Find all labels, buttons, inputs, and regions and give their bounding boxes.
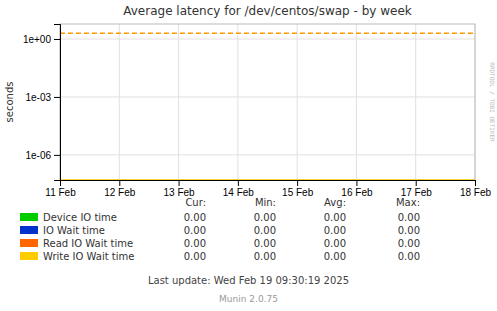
legend-swatch: [20, 213, 38, 221]
legend-value: 0.00: [184, 238, 206, 249]
grid-line-y: [60, 96, 475, 97]
legend-header: Avg:: [324, 197, 346, 208]
x-tick: 15 Feb: [282, 180, 314, 198]
legend-swatch: [20, 226, 38, 234]
legend-value: 0.00: [324, 225, 346, 236]
x-axis: 11 Feb 12 Feb 13 Feb 14 Feb 15 Feb 16 Feb 17 F…: [45, 180, 491, 198]
y-tick-mark: [54, 155, 60, 156]
legend-value: 0.00: [398, 212, 420, 223]
x-tick-label: 12 Feb: [104, 187, 136, 198]
chart: 11 Feb 12 Feb 13 Feb 14 Feb 15 Feb 16 Feb 17 F…: [0, 0, 497, 311]
legend-label: Device IO time: [43, 212, 117, 223]
x-tick-label: 15 Feb: [282, 187, 314, 198]
title: Average latency for /dev/centos/swap - b…: [123, 4, 412, 18]
legend-label: Write IO Wait time: [43, 251, 134, 262]
legend-value: 0.00: [254, 251, 276, 262]
legend: Cur: Min: Avg: Max: Device IO time 0.00 0.00 0.…: [20, 197, 420, 262]
y-tick-mark: [54, 39, 60, 40]
x-tick-mark: [297, 180, 298, 186]
grid-line-x: [119, 24, 120, 180]
x-tick: 17 Feb: [401, 180, 433, 198]
grid-line-x: [297, 24, 298, 180]
y-axis-line: [54, 25, 61, 181]
grid-line-x: [178, 24, 179, 180]
reference-line: [60, 32, 475, 34]
legend-swatch: [20, 239, 38, 247]
x-tick: 11 Feb: [45, 180, 76, 198]
x-tick-mark: [475, 180, 476, 186]
legend-value: 0.00: [398, 251, 420, 262]
legend-label: IO Wait time: [43, 225, 105, 236]
x-tick: 18 Feb: [460, 180, 492, 198]
y-tick: 1e-06: [25, 150, 60, 161]
x-tick-mark: [356, 180, 357, 186]
y-tick-label: 1e+00: [23, 34, 52, 45]
legend-value: 0.00: [398, 238, 420, 249]
x-tick-mark: [119, 180, 120, 186]
grid-line-x: [356, 24, 357, 180]
x-tick: 16 Feb: [341, 180, 373, 198]
legend-value: 0.00: [324, 238, 346, 249]
y-tick-mark: [54, 97, 60, 98]
y-tick-label: 1e-06: [25, 150, 51, 161]
footer-text: Munin 2.0.75: [219, 294, 278, 304]
x-tick-label: 18 Feb: [460, 187, 492, 198]
legend-value: 0.00: [254, 212, 276, 223]
y-tick: 1e+00: [23, 34, 60, 45]
legend-value: 0.00: [324, 212, 346, 223]
legend-value: 0.00: [184, 251, 206, 262]
legend-header: Cur:: [185, 197, 206, 208]
watermark: RRDTOOL / TOBI OETIKER: [489, 62, 496, 142]
x-tick: 13 Feb: [164, 180, 196, 198]
marks: [60, 33, 475, 180]
legend-value: 0.00: [184, 212, 206, 223]
grid-line-x: [415, 24, 416, 180]
x-tick-label: 11 Feb: [45, 187, 76, 198]
x-tick: 14 Feb: [223, 180, 255, 198]
legend-value: 0.00: [324, 251, 346, 262]
legend-header: Max:: [396, 197, 420, 208]
x-tick-mark: [238, 180, 239, 186]
plot-area: 11 Feb 12 Feb 13 Feb 14 Feb 15 Feb 16 Feb 17 F…: [23, 24, 492, 198]
x-tick-mark: [416, 180, 417, 186]
legend-value: 0.00: [254, 225, 276, 236]
footer-text: Last update: Wed Feb 19 09:30:19 2025: [148, 275, 349, 286]
x-tick: 12 Feb: [104, 180, 136, 198]
x-tick-label: 14 Feb: [223, 187, 255, 198]
grid-line-x: [237, 24, 238, 180]
legend-value: 0.00: [254, 238, 276, 249]
y-tick: 1e-03: [25, 92, 60, 103]
x-tick-mark: [179, 180, 180, 186]
y-tick-label: 1e-03: [25, 92, 51, 103]
plot-frame: [60, 24, 475, 180]
x-tick-label: 16 Feb: [341, 187, 373, 198]
legend-label: Read IO Wait time: [43, 238, 133, 249]
legend-header: Min:: [255, 197, 276, 208]
y-axis: 1e-06 1e-03 1e+00: [23, 25, 61, 181]
legend-swatch: [20, 252, 38, 260]
grid-line-y: [60, 39, 475, 40]
y-axis-title: seconds: [4, 82, 15, 123]
grid: [60, 24, 475, 180]
grid-line-y: [60, 154, 475, 155]
reference-line: [60, 179, 475, 180]
x-axis-line: [61, 181, 476, 187]
legend-value: 0.00: [398, 225, 420, 236]
legend-value: 0.00: [184, 225, 206, 236]
